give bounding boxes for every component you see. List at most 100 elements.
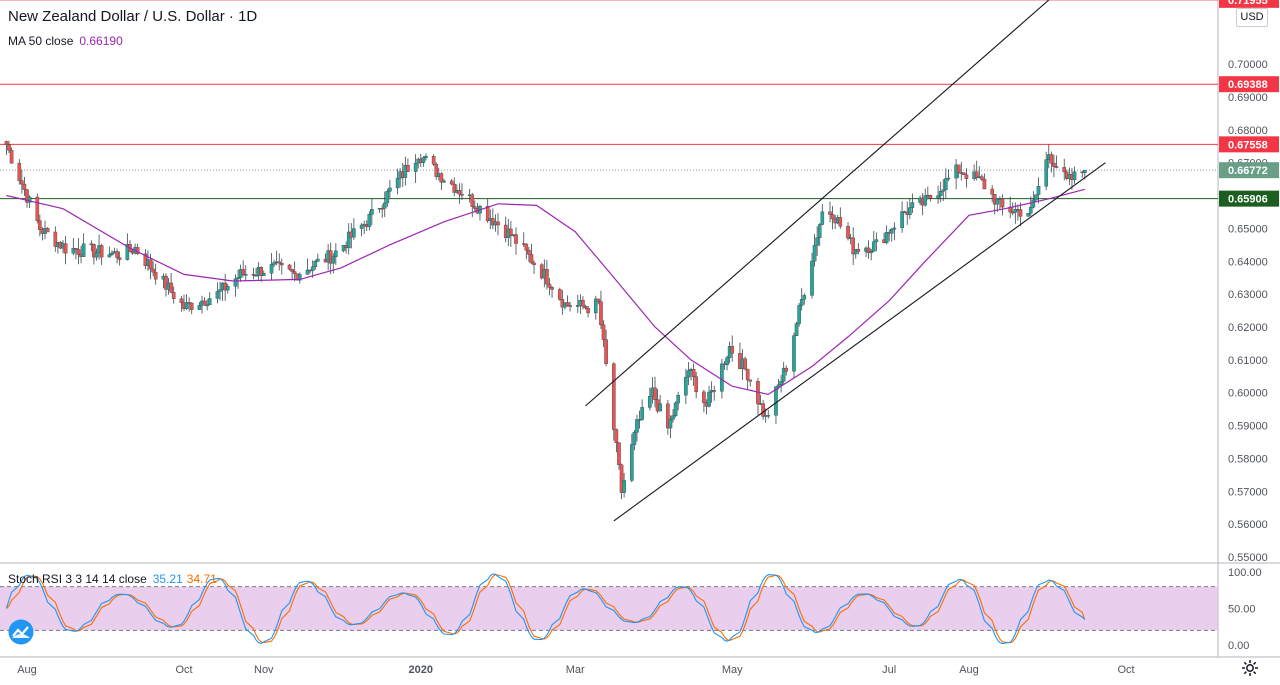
settings-gear-icon[interactable] (1240, 658, 1260, 678)
price-tick-label: 0.60000 (1228, 388, 1268, 400)
channel-lower (613, 162, 1106, 522)
candle-body (331, 256, 336, 264)
candle-body (944, 178, 948, 191)
candle-body (830, 214, 835, 220)
candle-body (148, 259, 153, 270)
candle-body (171, 291, 176, 299)
candle-body (1072, 171, 1077, 180)
candle-body (1013, 209, 1018, 213)
tradingview-logo-icon (8, 619, 34, 645)
candle-body (586, 307, 590, 314)
stoch-legend: Stoch RSI 3 3 14 14 close 35.21 34.71 (8, 572, 217, 586)
candle-body (367, 214, 372, 227)
candle-body (370, 209, 374, 215)
stoch-d-line (5, 574, 1086, 644)
ma50-line (6, 188, 1085, 396)
candle-body (889, 229, 894, 234)
candle-body (125, 244, 130, 260)
candle-body (189, 302, 194, 310)
price-level-tag (1219, 76, 1279, 93)
candle-body (653, 387, 657, 400)
channel-upper (585, 0, 1050, 407)
candle-body (676, 394, 680, 404)
currency-button[interactable]: USD (1236, 8, 1268, 27)
candle-body (792, 335, 796, 372)
candle-body (815, 237, 819, 246)
candle-body (179, 298, 184, 303)
candle-body (712, 390, 716, 392)
candle-body (251, 274, 256, 276)
candle-body (22, 183, 27, 190)
candle-body (107, 254, 112, 258)
price-tick-label: 0.63000 (1228, 289, 1268, 301)
time-tick-label: 2020 (409, 664, 433, 676)
candle-body (290, 268, 294, 272)
candle-body (110, 252, 114, 255)
candle-body (164, 275, 168, 290)
candle-body (197, 305, 202, 310)
candle-body (313, 260, 318, 267)
candle-body (38, 220, 42, 230)
candle-body (648, 396, 652, 408)
candle-body (473, 206, 477, 209)
candle-body (449, 180, 454, 185)
candle-body (856, 248, 861, 252)
price-level-label: 0.71955 (1228, 0, 1268, 7)
candle-body (334, 250, 338, 257)
stoch-tick-label: 50.00 (1228, 604, 1256, 616)
candle-body (614, 429, 619, 444)
candle-body (1034, 194, 1038, 201)
candle-body (27, 196, 32, 203)
candle-body (94, 252, 99, 258)
candle-body (612, 363, 616, 430)
candle-body (635, 419, 639, 433)
candle-body (1026, 213, 1030, 217)
candle-body (1018, 209, 1023, 217)
candle-body (874, 239, 879, 243)
candle-body (936, 195, 940, 199)
candle-body (380, 208, 384, 210)
candle-body (962, 172, 966, 176)
candle-body (640, 407, 644, 420)
candle-body (583, 305, 588, 309)
candle-body (982, 179, 987, 190)
candle-body (117, 257, 122, 260)
candle-body (532, 262, 536, 265)
price-level-label: 0.66772 (1228, 165, 1268, 177)
candle-body (617, 442, 621, 466)
price-tick-label: 0.56000 (1228, 519, 1268, 531)
candle-body (218, 289, 222, 292)
candle-body (460, 193, 464, 196)
time-tick-label: May (722, 664, 743, 676)
candle-body (812, 245, 817, 262)
candle-body (974, 171, 979, 178)
candle-body (292, 271, 297, 274)
candle-body (866, 247, 871, 254)
candle-body (851, 237, 855, 255)
stoch-label: Stoch RSI 3 3 14 14 close (8, 572, 147, 586)
candle-body (25, 189, 29, 203)
candle-body (869, 250, 873, 254)
candle-body (388, 187, 392, 192)
candle-body (207, 298, 212, 306)
price-tick-label: 0.65000 (1228, 223, 1268, 235)
candle-body (550, 287, 554, 290)
candle-body (781, 367, 786, 382)
price-tick-label: 0.69000 (1228, 92, 1268, 104)
candle-body (828, 211, 832, 215)
price-level-tag (1219, 190, 1279, 207)
candle-body (838, 217, 843, 227)
candle-body (215, 291, 220, 299)
candle-body (745, 368, 750, 381)
candle-body (254, 275, 258, 277)
candle-body (17, 162, 22, 181)
price-tick-label: 0.68000 (1228, 125, 1268, 137)
candle-body (63, 243, 68, 254)
candle-body (509, 228, 513, 236)
candle-body (599, 301, 603, 326)
candle-body (557, 289, 562, 300)
price-tick-label: 0.70000 (1228, 59, 1268, 71)
symbol-title: New Zealand Dollar / U.S. Dollar · 1D (8, 8, 258, 25)
